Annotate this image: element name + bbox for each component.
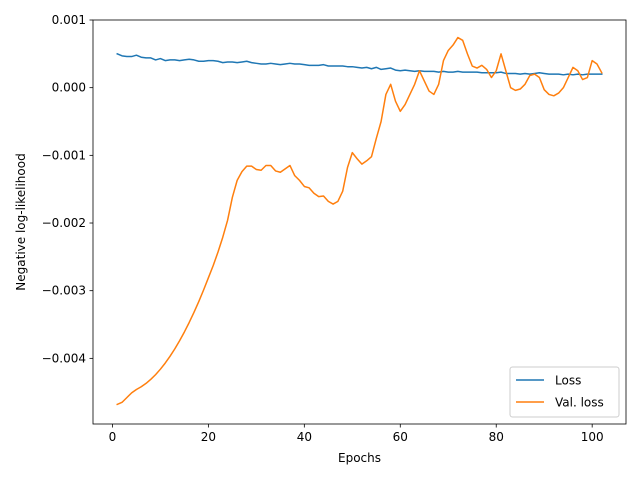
plot-area [116, 36, 603, 406]
x-tick-label: 100 [581, 430, 604, 444]
axes: 0 20 40 60 80 100 0.001 0.000 −0.001 −0.002 −0.003… [14, 13, 627, 465]
series-line-loss [116, 52, 603, 76]
series-line-val-loss [116, 36, 603, 406]
y-tick-label: −0.004 [42, 351, 86, 365]
x-axis-label: Epochs [338, 451, 381, 465]
y-tick-label: 0.000 [52, 81, 86, 95]
x-tick-label: 40 [297, 430, 312, 444]
y-axis-label: Negative log-likelihood [14, 153, 28, 290]
axes-frame [92, 19, 627, 425]
y-tick-label: −0.001 [42, 148, 86, 162]
x-tick-label: 0 [109, 430, 117, 444]
y-tick-label: 0.001 [52, 13, 86, 27]
legend-label: Loss [555, 374, 581, 388]
x-tick-label: 20 [201, 430, 216, 444]
legend-label: Val. loss [555, 396, 604, 410]
x-tick-label: 60 [393, 430, 408, 444]
y-tick-label: −0.003 [42, 284, 86, 298]
legend: Loss Val. loss [509, 366, 620, 418]
x-tick-label: 80 [489, 430, 504, 444]
y-tick-label: −0.002 [42, 216, 86, 230]
